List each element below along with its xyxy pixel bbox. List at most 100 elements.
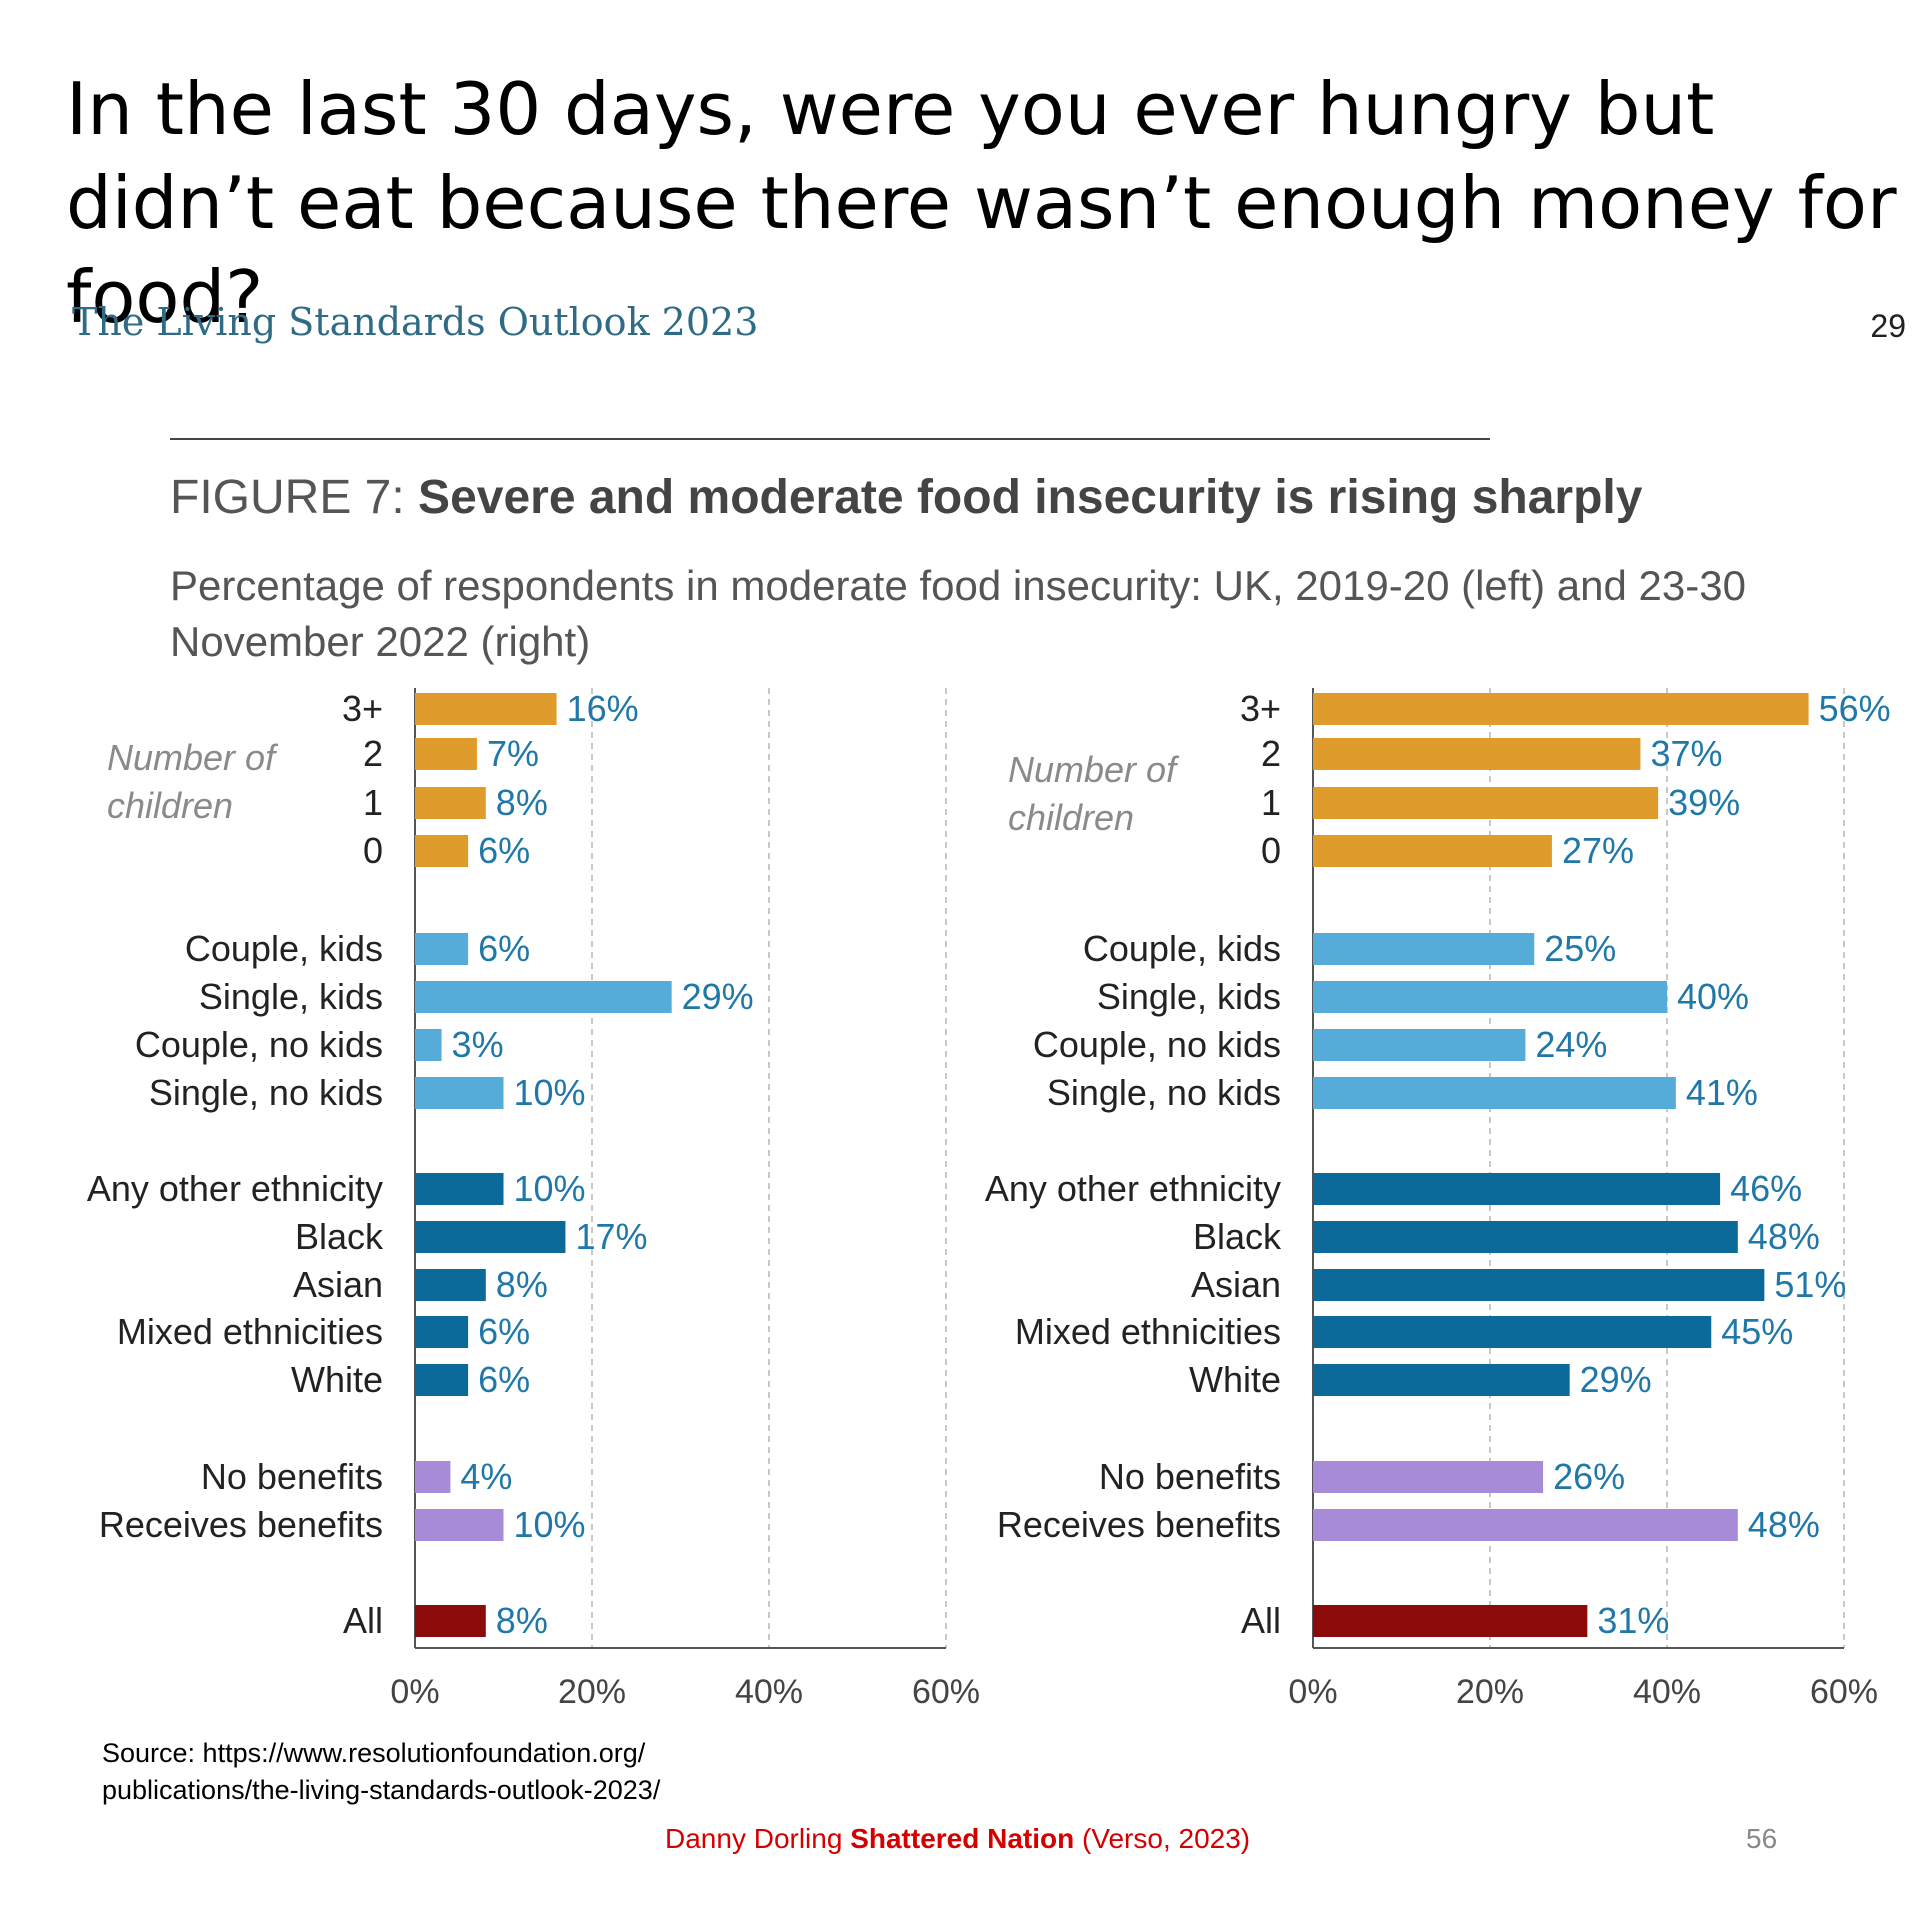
value-label: 29% xyxy=(682,976,754,1017)
category-label: Receives benefits xyxy=(99,1504,383,1545)
x-tick-label: 40% xyxy=(1633,1673,1701,1711)
value-label: 10% xyxy=(514,1504,586,1545)
category-label: Asian xyxy=(293,1264,383,1305)
category-label: 1 xyxy=(1261,782,1281,823)
x-tick-label: 60% xyxy=(1810,1673,1878,1711)
bar xyxy=(415,1173,504,1205)
category-label: Black xyxy=(295,1216,384,1257)
category-label: Mixed ethnicities xyxy=(117,1311,383,1352)
category-label: Couple, kids xyxy=(185,928,383,969)
group-label-number-of-children: Number of children xyxy=(107,737,279,826)
slide-number: 56 xyxy=(1746,1823,1778,1854)
report-title: The Living Standards Outlook 2023 xyxy=(72,300,759,344)
category-label: Couple, no kids xyxy=(1033,1024,1281,1065)
category-label: White xyxy=(291,1359,383,1400)
category-label: Single, kids xyxy=(1097,976,1281,1017)
value-label: 6% xyxy=(478,1311,530,1352)
category-label: 2 xyxy=(363,733,383,774)
category-label: Black xyxy=(1193,1216,1282,1257)
value-label: 6% xyxy=(478,928,530,969)
bar xyxy=(415,1316,469,1348)
bar xyxy=(415,933,469,965)
bar xyxy=(415,738,477,770)
value-label: 56% xyxy=(1819,688,1891,729)
bar xyxy=(1313,1316,1712,1348)
category-label: No benefits xyxy=(1099,1456,1281,1497)
group-label-number-of-children: Number of children xyxy=(1008,749,1180,838)
category-label: 0 xyxy=(363,830,383,871)
bar xyxy=(415,1029,442,1061)
value-label: 8% xyxy=(496,1600,548,1641)
slide-title: In the last 30 days, were you ever hungr… xyxy=(66,67,1897,339)
category-label: White xyxy=(1189,1359,1281,1400)
value-label: 29% xyxy=(1580,1359,1652,1400)
bar xyxy=(1313,1221,1738,1253)
value-label: 31% xyxy=(1597,1600,1669,1641)
category-label: Single, no kids xyxy=(149,1072,383,1113)
value-label: 10% xyxy=(514,1168,586,1209)
value-label: 45% xyxy=(1721,1311,1793,1352)
value-label: 48% xyxy=(1748,1504,1820,1545)
value-label: 4% xyxy=(460,1456,512,1497)
category-label: 2 xyxy=(1261,733,1281,774)
bar xyxy=(415,1605,486,1637)
bar xyxy=(415,1221,566,1253)
bar xyxy=(1313,835,1552,867)
value-label: 17% xyxy=(575,1216,647,1257)
category-label: 3+ xyxy=(342,688,383,729)
credit-author: Danny Dorling xyxy=(665,1823,843,1854)
bar xyxy=(1313,1029,1526,1061)
category-label: Asian xyxy=(1191,1264,1281,1305)
bar xyxy=(1313,981,1667,1013)
value-label: 16% xyxy=(567,688,639,729)
credit-publisher: (Verso, 2023) xyxy=(1082,1823,1251,1854)
value-label: 26% xyxy=(1553,1456,1625,1497)
x-tick-label: 20% xyxy=(1456,1673,1524,1711)
value-label: 51% xyxy=(1774,1264,1846,1305)
chart-right-nov-2022: 0% 20% 40% 60% Number of children 3+ 56% 2 37% 1 39… xyxy=(985,688,1891,1711)
value-label: 10% xyxy=(514,1072,586,1113)
x-tick-label: 60% xyxy=(912,1673,980,1711)
value-label: 7% xyxy=(487,733,539,774)
source-line-2: publications/the-living-standards-outloo… xyxy=(102,1775,661,1805)
bar xyxy=(1313,933,1535,965)
bar xyxy=(415,1364,469,1396)
category-label: All xyxy=(343,1600,383,1641)
figure-heading: Severe and moderate food insecurity is r… xyxy=(418,471,1643,524)
value-label: 3% xyxy=(452,1024,504,1065)
bar xyxy=(1313,1509,1738,1541)
value-label: 41% xyxy=(1686,1072,1758,1113)
category-label: 0 xyxy=(1261,830,1281,871)
bar xyxy=(1313,1269,1765,1301)
value-label: 6% xyxy=(478,1359,530,1400)
bar xyxy=(415,693,557,725)
category-label: Single, no kids xyxy=(1047,1072,1281,1113)
report-page-number: 29 xyxy=(1870,308,1906,344)
bar xyxy=(415,835,469,867)
category-label: Couple, kids xyxy=(1083,928,1281,969)
category-label: Any other ethnicity xyxy=(87,1168,383,1209)
bar xyxy=(415,1509,504,1541)
bar xyxy=(415,1077,504,1109)
category-label: 1 xyxy=(363,782,383,823)
bar xyxy=(1313,1605,1588,1637)
bar xyxy=(415,981,672,1013)
bar xyxy=(1313,1173,1721,1205)
bar xyxy=(1313,787,1659,819)
bar xyxy=(1313,693,1809,725)
value-label: 24% xyxy=(1535,1024,1607,1065)
category-label: Receives benefits xyxy=(997,1504,1281,1545)
source-line-1: Source: https://www.resolutionfoundation… xyxy=(102,1738,646,1768)
value-label: 8% xyxy=(496,782,548,823)
figure-divider xyxy=(170,438,1490,440)
value-label: 25% xyxy=(1544,928,1616,969)
bar xyxy=(1313,738,1641,770)
bar xyxy=(1313,1077,1676,1109)
category-label: 3+ xyxy=(1240,688,1281,729)
x-tick-label: 20% xyxy=(558,1673,626,1711)
category-label: All xyxy=(1241,1600,1281,1641)
value-label: 39% xyxy=(1668,782,1740,823)
value-label: 48% xyxy=(1748,1216,1820,1257)
x-tick-label: 0% xyxy=(1288,1673,1337,1711)
value-label: 27% xyxy=(1562,830,1634,871)
